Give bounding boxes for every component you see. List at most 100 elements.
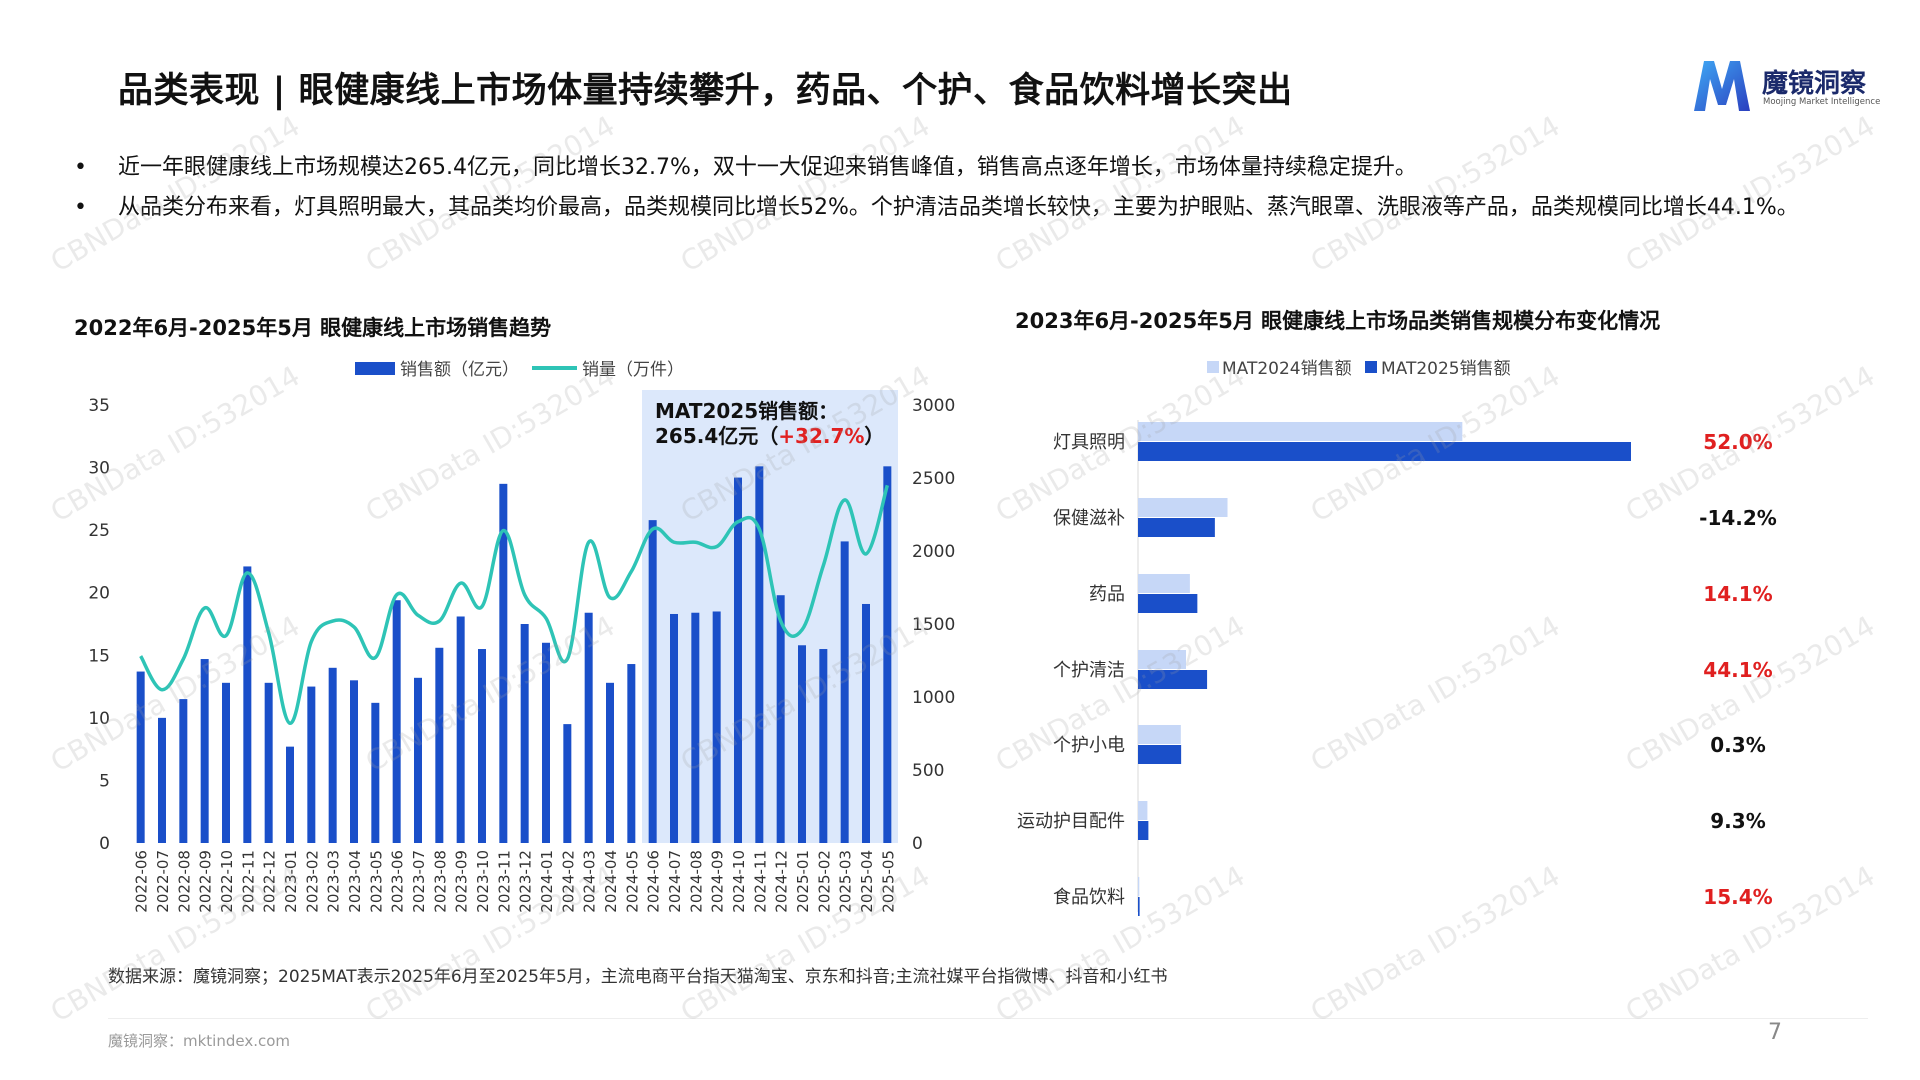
sales-bar xyxy=(499,483,508,843)
mat2025-bar xyxy=(1138,594,1198,613)
sales-bar xyxy=(222,682,230,843)
x-tick-label: 2024-02 xyxy=(559,850,577,913)
y-left-tick-label: 20 xyxy=(88,584,110,604)
sales-bar xyxy=(328,667,337,843)
x-tick-label: 2025-02 xyxy=(815,850,833,913)
sales-bar xyxy=(648,520,657,843)
sales-bar xyxy=(371,702,380,843)
sales-bar xyxy=(264,682,273,843)
sales-bar xyxy=(883,466,892,843)
sales-bar xyxy=(563,724,572,843)
x-tick-label: 2023-02 xyxy=(303,850,321,913)
mat2025-bar xyxy=(1138,897,1140,916)
growth-rate-label: -14.2% xyxy=(1699,506,1777,530)
logo-mark-icon xyxy=(1694,61,1750,111)
sales-bar xyxy=(435,647,444,843)
sales-bar xyxy=(670,613,678,843)
mat2025-highlight-region xyxy=(642,390,898,843)
category-label: 个护清洁 xyxy=(1053,660,1125,681)
category-label: 食品饮料 xyxy=(1053,887,1125,908)
mat2025-bar xyxy=(1138,518,1215,537)
x-tick-label: 2023-04 xyxy=(346,850,364,913)
x-tick-label: 2023-07 xyxy=(410,850,428,913)
sales-bar xyxy=(819,649,828,843)
sales-bar xyxy=(734,477,742,843)
legend-mat2025-label: MAT2025销售额 xyxy=(1381,359,1511,379)
category-label: 保健滋补 xyxy=(1053,508,1125,529)
y-left-tick-label: 30 xyxy=(88,459,110,479)
growth-rate-label: 0.3% xyxy=(1710,733,1765,757)
sales-bar xyxy=(627,664,636,843)
mat2024-bar xyxy=(1138,725,1181,744)
category-label: 灯具照明 xyxy=(1053,432,1125,453)
sales-bar xyxy=(606,682,614,843)
legend-volume-label: 销量（万件） xyxy=(582,360,684,380)
mat2024-bar xyxy=(1138,498,1228,517)
x-tick-label: 2022-10 xyxy=(218,850,236,913)
x-tick-label: 2025-01 xyxy=(794,850,812,913)
highlight-label-title: MAT2025销售额： xyxy=(655,399,838,423)
data-source-note: 数据来源：魔镜洞察；2025MAT表示2025年6月至2025年5月，主流电商平… xyxy=(108,967,1168,987)
mat2025-bar xyxy=(1138,670,1208,689)
x-tick-label: 2024-08 xyxy=(687,850,705,913)
x-tick-label: 2024-01 xyxy=(538,850,556,913)
highlight-growth-text: +32.7% xyxy=(778,424,864,448)
x-tick-label: 2025-04 xyxy=(858,850,876,913)
bullet-dot-icon: • xyxy=(74,155,87,180)
x-tick-label: 2024-10 xyxy=(730,850,748,913)
bullet-text: 近一年眼健康线上市场规模达265.4亿元，同比增长32.7%，双十一大促迎来销售… xyxy=(118,155,1417,180)
mat2024-bar xyxy=(1138,422,1463,441)
sales-bar xyxy=(712,611,721,843)
sales-bar xyxy=(862,603,870,843)
bullet-item: • 近一年眼健康线上市场规模达265.4亿元，同比增长32.7%，双十一大促迎来… xyxy=(70,148,1850,188)
sales-bar xyxy=(179,699,188,843)
x-tick-label: 2023-06 xyxy=(389,850,407,913)
category-label: 运动护目配件 xyxy=(1017,811,1125,832)
x-tick-label: 2023-09 xyxy=(453,850,471,913)
highlight-value-text: 265.4亿元（ xyxy=(655,424,778,448)
x-tick-label: 2024-05 xyxy=(623,850,641,913)
mat2024-bar xyxy=(1138,801,1148,820)
sales-bar xyxy=(392,600,401,843)
x-tick-label: 2022-11 xyxy=(239,850,257,913)
x-tick-label: 2025-05 xyxy=(879,850,897,913)
x-tick-label: 2023-08 xyxy=(431,850,449,913)
sales-bar xyxy=(307,686,316,843)
growth-rate-label: 44.1% xyxy=(1703,658,1772,682)
y-right-tick-label: 3000 xyxy=(912,396,955,416)
y-left-tick-label: 10 xyxy=(88,709,110,729)
x-tick-label: 2023-11 xyxy=(495,850,513,913)
mat2024-bar xyxy=(1138,877,1140,896)
growth-rate-label: 52.0% xyxy=(1703,430,1772,454)
x-tick-label: 2023-10 xyxy=(474,850,492,913)
growth-rate-label: 9.3% xyxy=(1710,809,1765,833)
sales-bar xyxy=(798,645,806,843)
mat2025-bar xyxy=(1138,442,1631,461)
x-tick-label: 2023-03 xyxy=(325,850,343,913)
sales-bar xyxy=(584,612,593,843)
x-tick-label: 2022-08 xyxy=(175,850,193,913)
legend-mat2025-swatch xyxy=(1365,361,1377,373)
x-tick-label: 2022-06 xyxy=(133,850,151,913)
trend-chart-title: 2022年6月-2025年5月 眼健康线上市场销售趋势 xyxy=(74,316,552,340)
category-label: 个护小电 xyxy=(1053,735,1125,756)
y-left-tick-label: 0 xyxy=(99,834,110,854)
y-right-tick-label: 2500 xyxy=(912,469,955,489)
x-tick-label: 2022-07 xyxy=(154,850,172,913)
bullet-item: • 从品类分布来看，灯具照明最大，其品类均价最高，品类规模同比增长52%。个护清… xyxy=(70,188,1850,228)
x-tick-label: 2024-03 xyxy=(581,850,599,913)
x-tick-label: 2022-12 xyxy=(261,850,279,913)
page-title: 品类表现 | 眼健康线上市场体量持续攀升，药品、个护、食品饮料增长突出 xyxy=(118,71,1293,111)
volume-line xyxy=(139,484,890,726)
mat2024-bar xyxy=(1138,650,1187,669)
x-tick-label: 2024-06 xyxy=(645,850,663,913)
x-tick-label: 2022-09 xyxy=(197,850,215,913)
sales-bar xyxy=(158,717,166,843)
mat2025-bar xyxy=(1138,821,1149,840)
footer-divider xyxy=(108,1018,1868,1019)
sales-bar xyxy=(478,649,486,843)
sales-bar xyxy=(520,624,529,843)
y-right-tick-label: 1000 xyxy=(912,688,955,708)
sales-bar xyxy=(243,566,252,843)
